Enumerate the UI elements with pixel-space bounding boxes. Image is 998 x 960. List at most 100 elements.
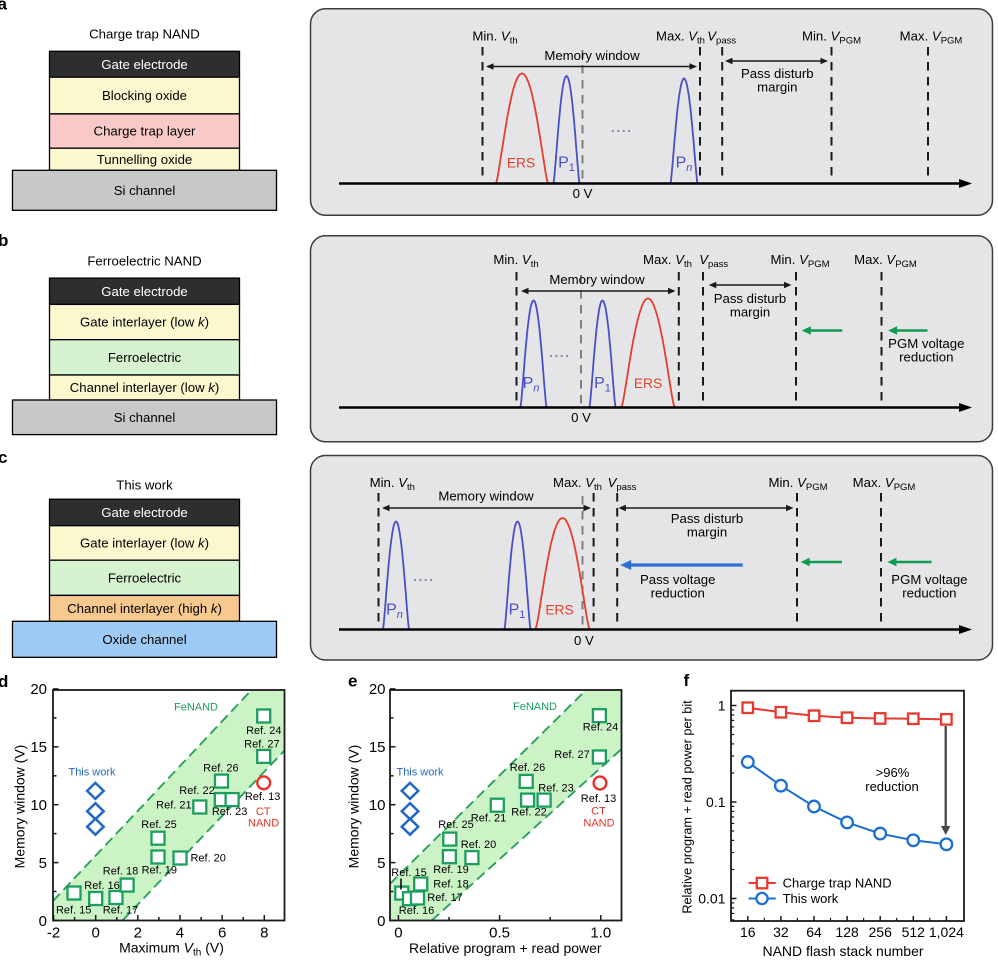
svg-text:Relative program + read power: Relative program + read power bbox=[409, 940, 602, 956]
svg-text:This work: This work bbox=[783, 891, 839, 906]
svg-text:e: e bbox=[348, 672, 357, 691]
svg-text:CT: CT bbox=[256, 806, 271, 818]
svg-text:0.01: 0.01 bbox=[698, 891, 725, 907]
svg-text:Ferroelectric: Ferroelectric bbox=[108, 570, 182, 585]
svg-text:Min. Vth: Min. Vth bbox=[493, 252, 538, 270]
svg-text:Ref. 13: Ref. 13 bbox=[581, 793, 616, 805]
svg-text:ERS: ERS bbox=[507, 156, 535, 171]
svg-text:0 V: 0 V bbox=[574, 633, 594, 648]
svg-text:1.0: 1.0 bbox=[590, 925, 611, 942]
svg-text:64: 64 bbox=[806, 924, 822, 940]
svg-text:Vpass: Vpass bbox=[707, 29, 736, 47]
svg-text:Ref. 26: Ref. 26 bbox=[203, 762, 238, 774]
svg-text:Ref. 15: Ref. 15 bbox=[56, 905, 91, 917]
svg-text:8: 8 bbox=[260, 925, 268, 942]
svg-text:Oxide channel: Oxide channel bbox=[102, 632, 186, 647]
svg-text:16: 16 bbox=[740, 924, 756, 940]
svg-text:Ref. 15: Ref. 15 bbox=[391, 867, 426, 879]
svg-text:Ref. 21: Ref. 21 bbox=[471, 813, 506, 825]
svg-text:Ref. 19: Ref. 19 bbox=[433, 864, 468, 876]
svg-text:Memory window (V): Memory window (V) bbox=[12, 745, 28, 869]
svg-text:Gate interlayer (low k): Gate interlayer (low k) bbox=[80, 536, 209, 551]
svg-text:Ref. 24: Ref. 24 bbox=[583, 722, 618, 734]
svg-text:Pass disturb: Pass disturb bbox=[671, 511, 744, 526]
svg-text:Max. Vth: Max. Vth bbox=[553, 475, 602, 493]
svg-text:CT: CT bbox=[591, 806, 606, 818]
svg-text:Memory window: Memory window bbox=[544, 48, 640, 63]
svg-text:Ref. 17: Ref. 17 bbox=[427, 892, 462, 904]
svg-text:Charge trap NAND: Charge trap NAND bbox=[783, 876, 892, 891]
svg-text:Ref. 22: Ref. 22 bbox=[179, 785, 214, 797]
svg-text:ERS: ERS bbox=[545, 603, 573, 618]
svg-text:Ref. 13: Ref. 13 bbox=[245, 791, 280, 803]
svg-text:10: 10 bbox=[30, 797, 47, 814]
svg-text:NAND: NAND bbox=[248, 818, 279, 830]
svg-text:0.1: 0.1 bbox=[706, 794, 726, 810]
svg-text:margin: margin bbox=[730, 305, 770, 320]
svg-text:Ref. 22: Ref. 22 bbox=[511, 807, 546, 819]
svg-text:Min. Vth: Min. Vth bbox=[472, 29, 517, 47]
svg-text:Ref. 21: Ref. 21 bbox=[156, 800, 191, 812]
svg-text:Ref. 18: Ref. 18 bbox=[433, 879, 468, 891]
svg-text:256: 256 bbox=[869, 924, 893, 940]
svg-text:reduction: reduction bbox=[899, 350, 953, 365]
svg-text:d: d bbox=[0, 672, 8, 691]
svg-text:f: f bbox=[684, 671, 690, 690]
svg-text:1,024: 1,024 bbox=[929, 924, 964, 940]
svg-text:Ref. 25: Ref. 25 bbox=[438, 819, 473, 831]
svg-text:Ref. 20: Ref. 20 bbox=[461, 839, 496, 851]
svg-text:Ref. 18: Ref. 18 bbox=[103, 866, 138, 878]
svg-text:Ref. 23: Ref. 23 bbox=[538, 783, 573, 795]
svg-text:Memory window: Memory window bbox=[549, 272, 645, 287]
svg-text:Vpass: Vpass bbox=[699, 252, 728, 270]
svg-text:Max. Vth: Max. Vth bbox=[643, 252, 692, 270]
svg-text:Ref. 19: Ref. 19 bbox=[142, 864, 177, 876]
svg-text:Gate interlayer (low k): Gate interlayer (low k) bbox=[80, 315, 209, 330]
svg-text:0: 0 bbox=[39, 913, 47, 930]
svg-text:Ref. 24: Ref. 24 bbox=[246, 725, 281, 737]
svg-text:Relative program + read power: Relative program + read power per bit bbox=[681, 700, 695, 914]
svg-text:Pass disturb: Pass disturb bbox=[741, 66, 814, 81]
svg-text:Channel interlayer (high k): Channel interlayer (high k) bbox=[67, 601, 222, 616]
svg-text:margin: margin bbox=[687, 525, 727, 540]
svg-text:a: a bbox=[0, 0, 8, 14]
svg-text:20: 20 bbox=[30, 681, 47, 698]
svg-text:Ref. 23: Ref. 23 bbox=[212, 806, 247, 818]
svg-text:0: 0 bbox=[92, 925, 100, 942]
svg-text:reduction: reduction bbox=[651, 586, 705, 601]
svg-text:10: 10 bbox=[369, 797, 386, 814]
svg-text:Ref. 20: Ref. 20 bbox=[190, 853, 225, 865]
svg-text:0 V: 0 V bbox=[571, 410, 591, 425]
svg-text:Min. Vth: Min. Vth bbox=[370, 475, 415, 493]
svg-text:Ferroelectric: Ferroelectric bbox=[108, 350, 182, 365]
svg-text:0: 0 bbox=[394, 925, 402, 942]
svg-text:PGM voltage: PGM voltage bbox=[891, 572, 967, 587]
svg-text:512: 512 bbox=[902, 924, 926, 940]
svg-text:Maximum Vth (V): Maximum Vth (V) bbox=[119, 940, 224, 959]
svg-text:0: 0 bbox=[377, 913, 385, 930]
svg-text:Tunnelling oxide: Tunnelling oxide bbox=[97, 152, 193, 167]
svg-text:This work: This work bbox=[116, 478, 173, 493]
svg-text:Charge trap NAND: Charge trap NAND bbox=[89, 27, 200, 42]
svg-text:Blocking oxide: Blocking oxide bbox=[102, 88, 187, 103]
svg-text:-2: -2 bbox=[47, 925, 60, 942]
svg-text:b: b bbox=[0, 231, 8, 250]
svg-text:1: 1 bbox=[718, 698, 726, 714]
svg-text:32: 32 bbox=[773, 924, 789, 940]
svg-text:Ref. 26: Ref. 26 bbox=[510, 762, 545, 774]
svg-text:15: 15 bbox=[369, 739, 386, 756]
svg-text:This work: This work bbox=[68, 767, 116, 779]
svg-text:6: 6 bbox=[218, 925, 226, 942]
svg-text:Max. Vth: Max. Vth bbox=[656, 29, 705, 47]
svg-text:ERS: ERS bbox=[634, 376, 662, 391]
svg-text:Vpass: Vpass bbox=[608, 475, 637, 493]
svg-text:FeNAND: FeNAND bbox=[513, 701, 557, 713]
svg-text:Ref. 17: Ref. 17 bbox=[103, 905, 138, 917]
svg-text:Gate electrode: Gate electrode bbox=[101, 505, 188, 520]
svg-text:Ref. 16: Ref. 16 bbox=[399, 905, 434, 917]
svg-text:Channel interlayer (low k): Channel interlayer (low k) bbox=[70, 380, 220, 395]
svg-text:c: c bbox=[0, 448, 7, 467]
svg-text:This work: This work bbox=[396, 767, 444, 779]
svg-text:Gate electrode: Gate electrode bbox=[101, 57, 188, 72]
svg-text:reduction: reduction bbox=[865, 779, 918, 794]
